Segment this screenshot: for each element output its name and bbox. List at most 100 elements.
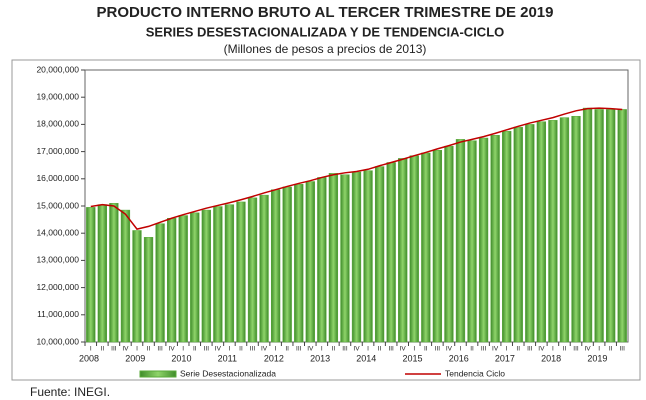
x-tick-label: III [342, 346, 348, 353]
legend-label: Tendencia Ciclo [445, 368, 505, 378]
x-tick-label: I [598, 346, 600, 353]
y-tick-label: 16,000,000 [36, 173, 79, 183]
y-tick-label: 12,000,000 [36, 282, 79, 292]
bar [513, 126, 523, 343]
bar [190, 212, 200, 343]
year-label: 2014 [356, 353, 376, 363]
year-label: 2009 [125, 353, 145, 363]
bar [120, 209, 131, 343]
x-tick-label: IV [446, 346, 453, 353]
bar [178, 215, 188, 343]
y-tick-label: 10,000,000 [36, 336, 79, 346]
bar [317, 177, 327, 343]
bar [213, 206, 223, 343]
bar [201, 209, 211, 343]
x-tick-label: IV [169, 346, 176, 353]
year-label: 2015 [402, 353, 422, 363]
x-tick-label: II [285, 346, 289, 353]
y-tick-label: 15,000,000 [36, 200, 79, 210]
bar [259, 194, 269, 343]
bar [606, 109, 616, 343]
x-tick-label: I [552, 346, 554, 353]
x-tick-label: II [516, 346, 520, 353]
x-tick-label: IV [261, 346, 268, 353]
bar [236, 201, 246, 343]
x-tick-label: II [609, 346, 613, 353]
bar [109, 203, 119, 343]
chart-subtitle: SERIES DESESTACIONALIZADA Y DE TENDENCIA… [146, 24, 505, 39]
x-tick-label: II [470, 346, 474, 353]
bar [490, 135, 500, 343]
x-tick-label: I [460, 346, 462, 353]
x-tick-label: IV [215, 346, 222, 353]
bar [386, 162, 396, 343]
y-tick-label: 13,000,000 [36, 255, 79, 265]
bar [467, 140, 477, 343]
year-label: 2008 [79, 353, 99, 363]
y-tick-label: 20,000,000 [36, 64, 79, 74]
y-tick-label: 14,000,000 [36, 227, 79, 237]
y-tick-label: 18,000,000 [36, 119, 79, 129]
bar [432, 149, 443, 343]
bar [270, 189, 281, 343]
bar [155, 223, 165, 343]
bar [132, 230, 142, 343]
bar [536, 121, 546, 343]
x-tick-label: IV [492, 346, 499, 353]
trend-line [90, 107, 623, 230]
bar [363, 170, 373, 343]
x-tick-label: I [506, 346, 508, 353]
bar [478, 137, 489, 343]
x-tick-label: II [332, 346, 336, 353]
x-tick-label: II [193, 346, 197, 353]
year-label: 2017 [495, 353, 515, 363]
bar [548, 120, 558, 343]
bar [525, 124, 535, 343]
legend-swatch [139, 370, 177, 378]
x-tick-label: I [182, 346, 184, 353]
x-tick-label: IV [400, 346, 407, 353]
x-tick-label: III [111, 346, 117, 353]
bar [455, 139, 466, 343]
source: Fuente: INEGI. [30, 385, 110, 399]
x-tick-label: II [563, 346, 567, 353]
units-note: (Millones de pesos a precios de 2013) [224, 42, 427, 56]
x-tick-label: II [147, 346, 151, 353]
bar [594, 109, 604, 343]
bar [224, 204, 235, 343]
x-tick-label: IV [538, 346, 545, 353]
chart-title: PRODUCTO INTERNO BRUTO AL TERCER TRIMEST… [96, 4, 553, 21]
legend-label: Serie Desestacionalizada [180, 368, 276, 378]
x-tick-label: I [367, 346, 369, 353]
x-tick-label: I [321, 346, 323, 353]
year-label: 2013 [310, 353, 330, 363]
x-tick-label: I [413, 346, 415, 353]
year-label: 2011 [218, 353, 237, 363]
bar [143, 237, 154, 343]
bar [305, 181, 315, 343]
bar [97, 204, 107, 343]
x-tick-label: III [204, 346, 210, 353]
bar [444, 145, 454, 343]
bar [409, 155, 419, 343]
bar [421, 152, 431, 343]
bar [502, 130, 512, 343]
x-tick-label: III [296, 346, 302, 353]
x-tick-label: III [573, 346, 579, 353]
y-tick-label: 19,000,000 [36, 91, 79, 101]
bar [294, 183, 304, 343]
year-label: 2010 [171, 353, 191, 363]
x-tick-label: III [481, 346, 487, 353]
x-tick-label: III [435, 346, 441, 353]
x-tick-label: III [620, 346, 626, 353]
bar [86, 207, 96, 343]
x-tick-label: II [101, 346, 105, 353]
year-label: 2019 [587, 353, 607, 363]
x-tick-label: II [239, 346, 243, 353]
x-tick-label: II [378, 346, 382, 353]
bar [571, 115, 581, 343]
y-tick-label: 17,000,000 [36, 146, 79, 156]
x-tick-label: IV [307, 346, 314, 353]
bar [328, 173, 339, 343]
